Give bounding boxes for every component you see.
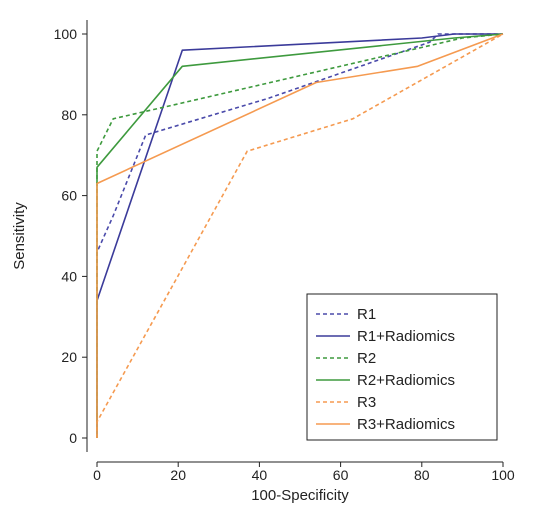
- y-tick-label: 100: [54, 26, 78, 42]
- legend-label-r1: R1: [357, 306, 376, 323]
- series-line-r3-radiomics: [96, 33, 504, 438]
- legend-label-r3: R3: [357, 394, 376, 411]
- y-tick-label: 20: [61, 349, 77, 365]
- y-tick-group: 0 20 40 60 80 100: [54, 26, 87, 446]
- x-tick-label: 40: [252, 467, 268, 483]
- legend-label-r1-radiomics: R1+Radiomics: [357, 328, 455, 345]
- x-axis-title: 100-Specificity: [251, 487, 349, 504]
- x-tick-group: 0 20 40 60 80 100: [93, 462, 515, 483]
- x-tick-label: 0: [93, 467, 101, 483]
- y-tick-label: 0: [69, 430, 77, 446]
- x-tick-label: 60: [333, 467, 349, 483]
- y-axis-title: Sensitivity: [11, 202, 28, 270]
- curves-layer: [96, 33, 504, 438]
- legend-box: [306, 293, 498, 441]
- axes-layer: [86, 20, 503, 463]
- series-line-r1: [96, 33, 503, 438]
- y-tick-label: 80: [61, 107, 77, 123]
- legend: R1 R1+Radiomics R2 R2+Radiomics R3 R3+Radiomi…: [306, 293, 498, 441]
- x-tick-label: 20: [170, 467, 186, 483]
- legend-label-r2-radiomics: R2+Radiomics: [357, 372, 455, 389]
- y-tick-label: 60: [61, 188, 77, 204]
- legend-label-r2: R2: [357, 350, 376, 367]
- x-tick-label: 80: [414, 467, 430, 483]
- y-tick-label: 40: [61, 268, 77, 284]
- x-tick-label: 100: [491, 467, 515, 483]
- legend-label-r3-radiomics: R3+Radiomics: [357, 416, 455, 433]
